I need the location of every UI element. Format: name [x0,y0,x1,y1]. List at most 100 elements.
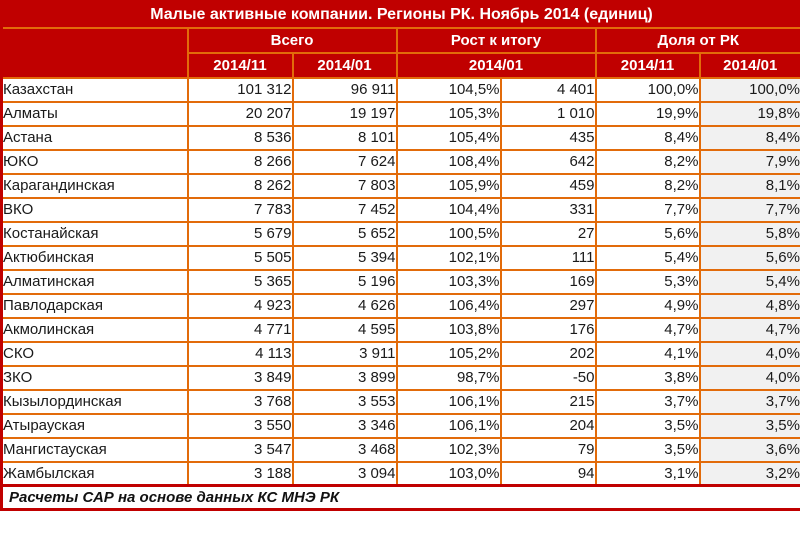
value-cell: 1 010 [499,100,597,127]
table-title: Малые активные компании. Регионы РК. Ноя… [0,0,800,29]
value-cell: 104,4% [395,196,502,223]
value-cell: 4,9% [594,292,701,319]
value-cell: 106,4% [395,292,502,319]
value-cell: 4 401 [499,76,597,103]
table-row: Павлодарская 4 923 4 626 106,4% 297 4,9% 4,8% [0,292,800,319]
value-cell: 106,1% [395,388,502,415]
value-cell: 103,8% [395,316,502,343]
value-cell: 8 536 [186,124,294,151]
value-cell: 5 679 [186,220,294,247]
region-cell: СКО [0,340,189,367]
value-cell: 4,0% [698,364,800,391]
subheader-total-2014-11: 2014/11 [186,51,294,79]
table-footer: Расчеты САР на основе данных КС МНЭ РК [0,484,800,511]
value-cell: 102,1% [395,244,502,271]
value-cell: 104,5% [395,76,502,103]
value-cell: 4,7% [594,316,701,343]
group-header-share: Доля от РК [594,26,800,54]
value-cell: 111 [499,244,597,271]
sub-header-row: 2014/11 2014/01 2014/01 2014/11 2014/01 [2,51,800,79]
value-cell: 4,8% [698,292,800,319]
value-cell: 8,4% [594,124,701,151]
value-cell: 5 505 [186,244,294,271]
table-header: Малые активные компании. Регионы РК. Ноя… [0,0,800,79]
region-cell: Мангистауская [0,436,189,463]
value-cell: 3,8% [594,364,701,391]
title-row: Малые активные компании. Регионы РК. Ноя… [0,0,800,29]
value-cell: 5 394 [291,244,398,271]
value-cell: 4 113 [186,340,294,367]
value-cell: 7,7% [594,196,701,223]
value-cell: 3,7% [594,388,701,415]
value-cell: 3 547 [186,436,294,463]
table-row: ЗКО 3 849 3 899 98,7% -50 3,8% 4,0% [0,364,800,391]
value-cell: 642 [499,148,597,175]
value-cell: 7 624 [291,148,398,175]
table-row: СКО 4 113 3 911 105,2% 202 4,1% 4,0% [0,340,800,367]
value-cell: 19,8% [698,100,800,127]
region-cell: ЗКО [0,364,189,391]
corner-cell [0,26,189,79]
regions-data-table: Малые активные компании. Регионы РК. Ноя… [0,0,800,511]
value-cell: 5,4% [698,268,800,295]
value-cell: 5,6% [594,220,701,247]
value-cell: 4,0% [698,340,800,367]
value-cell: 3 550 [186,412,294,439]
value-cell: 79 [499,436,597,463]
value-cell: 5 365 [186,268,294,295]
table-row: Астана 8 536 8 101 105,4% 435 8,4% 8,4% [0,124,800,151]
table-row: Акмолинская 4 771 4 595 103,8% 176 4,7% 4,7% [0,316,800,343]
value-cell: 3 911 [291,340,398,367]
region-cell: Алматинская [0,268,189,295]
value-cell: 19 197 [291,100,398,127]
value-cell: 101 312 [186,76,294,103]
region-cell: Актюбинская [0,244,189,271]
value-cell: 5,8% [698,220,800,247]
value-cell: 3,7% [698,388,800,415]
value-cell: 105,3% [395,100,502,127]
value-cell: 4,7% [698,316,800,343]
value-cell: 215 [499,388,597,415]
value-cell: 105,9% [395,172,502,199]
value-cell: 8,2% [594,148,701,175]
region-cell: Павлодарская [0,292,189,319]
subheader-share-2014-11: 2014/11 [594,51,701,79]
value-cell: 7,9% [698,148,800,175]
region-cell: ВКО [0,196,189,223]
value-cell: 3 468 [291,436,398,463]
region-cell: Кызылординская [0,388,189,415]
value-cell: 5,4% [594,244,701,271]
value-cell: 27 [499,220,597,247]
value-cell: 3 899 [291,364,398,391]
table-row: Карагандинская 8 262 7 803 105,9% 459 8,2% 8,1… [0,172,800,199]
value-cell: 3 768 [186,388,294,415]
value-cell: 8 101 [291,124,398,151]
value-cell: 3,6% [698,436,800,463]
footer-row: Расчеты САР на основе данных КС МНЭ РК [0,484,800,511]
value-cell: 20 207 [186,100,294,127]
value-cell: 5,6% [698,244,800,271]
region-cell: Атырауская [0,412,189,439]
value-cell: 103,3% [395,268,502,295]
value-cell: 7 783 [186,196,294,223]
value-cell: 297 [499,292,597,319]
source-note: Расчеты САР на основе данных КС МНЭ РК [0,484,800,511]
value-cell: 4 923 [186,292,294,319]
value-cell: 3 188 [186,460,294,487]
value-cell: 100,0% [698,76,800,103]
table-row: ВКО 7 783 7 452 104,4% 331 7,7% 7,7% [0,196,800,223]
value-cell: 98,7% [395,364,502,391]
value-cell: 8,1% [698,172,800,199]
value-cell: 4 771 [186,316,294,343]
value-cell: 100,5% [395,220,502,247]
value-cell: 3,2% [698,460,800,487]
region-cell: Акмолинская [0,316,189,343]
value-cell: 7,7% [698,196,800,223]
value-cell: 5,3% [594,268,701,295]
subheader-total-2014-01: 2014/01 [291,51,398,79]
value-cell: 100,0% [594,76,701,103]
value-cell: 4 626 [291,292,398,319]
value-cell: 105,2% [395,340,502,367]
region-cell: Алматы [0,100,189,127]
